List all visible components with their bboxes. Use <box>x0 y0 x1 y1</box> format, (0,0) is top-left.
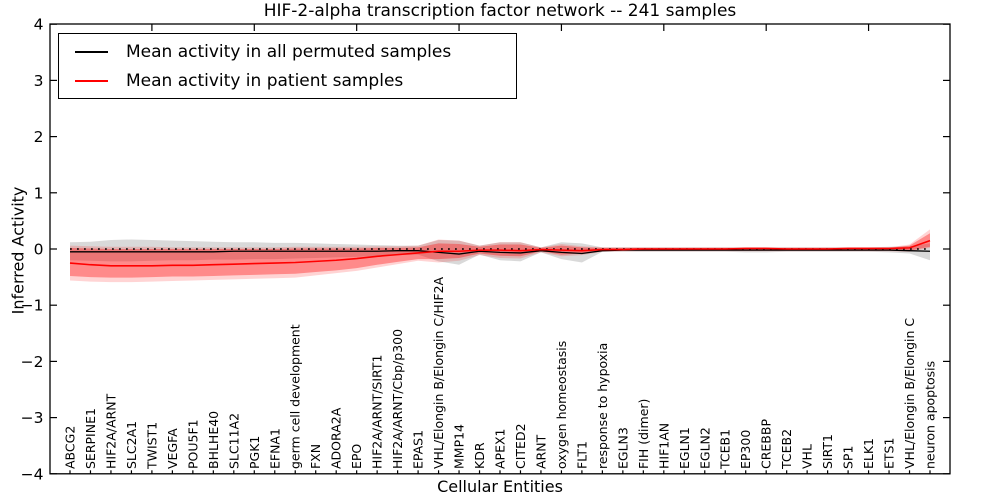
x-tick-label: MMP14 <box>452 424 467 469</box>
permuted-line-swatch <box>75 50 108 53</box>
patient-inner-band <box>70 233 930 278</box>
x-tick-label: APEX1 <box>493 428 508 469</box>
x-tick-label: TCEB1 <box>718 429 733 470</box>
x-tick-label: FLT1 <box>574 441 589 469</box>
x-tick-label: BHLHE40 <box>206 411 221 469</box>
x-tick-label: EGLN1 <box>677 427 692 469</box>
y-tick-label: −2 <box>21 353 44 371</box>
x-tick-label: TCEB2 <box>779 429 794 470</box>
legend-entry-permuted: Mean activity in all permuted samples <box>59 41 516 63</box>
patient-outer-band <box>70 229 930 283</box>
x-tick-label: SLC2A1 <box>124 421 139 469</box>
x-tick-label: HIF2A/ARNT <box>103 393 118 469</box>
x-tick-label: PGK1 <box>247 436 262 469</box>
y-tick-label: −3 <box>21 409 44 427</box>
legend: Mean activity in all permuted samples Me… <box>58 33 517 99</box>
x-tick-label: HIF2A/ARNT/Cbp/p300 <box>390 329 405 469</box>
x-axis-label: Cellular Entities <box>437 477 563 496</box>
x-tick-label: response to hypoxia <box>595 343 610 469</box>
x-tick-label: ADORA2A <box>329 407 344 469</box>
chart-title: HIF-2-alpha transcription factor network… <box>263 1 737 21</box>
x-tick-label: VHL/Elongin B/Elongin C <box>902 318 917 469</box>
y-tick-label: −4 <box>21 465 44 483</box>
x-tick-label: HIF1AN <box>656 423 671 469</box>
x-tick-label: EPAS1 <box>411 430 426 469</box>
y-tick-labels: −4 −3 −2 −1 0 1 2 3 4 <box>21 16 44 484</box>
x-tick-label: SIRT1 <box>820 434 835 469</box>
patient-line-swatch <box>75 79 108 82</box>
x-tick-label: TWIST1 <box>144 422 159 470</box>
x-tick-labels: ABCG2 SERPINE1 HIF2A/ARNT SLC2A1 TWIST1 VEGFA… <box>63 276 938 470</box>
x-tick-label: oxygen homeostasis <box>554 341 569 469</box>
permuted-mean-line <box>70 249 931 255</box>
x-tick-label: SERPINE1 <box>83 408 98 469</box>
x-tick-label: CITED2 <box>513 423 528 469</box>
axis-ticks <box>50 23 950 475</box>
x-tick-label: POU5F1 <box>185 419 200 469</box>
x-tick-label: CREBBP <box>759 419 774 469</box>
x-tick-label: VHL/Elongin B/Elongin C/HIF2A <box>431 276 446 469</box>
x-tick-label: SP1 <box>841 446 856 469</box>
x-tick-label: EFNA1 <box>267 428 282 469</box>
x-tick-label: germ cell development <box>288 324 303 469</box>
legend-label-permuted: Mean activity in all permuted samples <box>126 41 452 62</box>
x-tick-label: HIF2A/ARNT/SIRT1 <box>370 355 385 469</box>
x-tick-label: EP300 <box>738 430 753 469</box>
y-tick-label: 2 <box>34 128 44 146</box>
x-tick-label: ABCG2 <box>63 426 78 469</box>
y-tick-label: 1 <box>34 184 44 202</box>
legend-label-patient: Mean activity in patient samples <box>126 70 404 91</box>
x-tick-label: FXN <box>308 444 323 469</box>
x-tick-label: VHL <box>800 444 815 469</box>
x-tick-label: neuron apoptosis <box>923 361 938 469</box>
y-tick-label: 0 <box>34 241 44 259</box>
x-tick-label: SLC11A2 <box>226 413 241 469</box>
y-tick-label: 3 <box>34 72 44 90</box>
x-tick-label: ETS1 <box>882 438 897 469</box>
x-tick-label: VEGFA <box>165 428 180 469</box>
y-tick-label: 4 <box>34 16 44 34</box>
x-tick-label: ELK1 <box>861 438 876 469</box>
patient-mean-line <box>69 239 931 267</box>
x-tick-label: KDR <box>472 442 487 469</box>
legend-entry-patient: Mean activity in patient samples <box>59 70 516 92</box>
x-tick-label: EGLN3 <box>615 427 630 469</box>
x-tick-label: FIH (dimer) <box>636 399 651 469</box>
x-tick-label: EPO <box>349 444 364 469</box>
x-tick-label: EGLN2 <box>697 427 712 469</box>
x-tick-label: ARNT <box>533 434 548 469</box>
y-tick-label: −1 <box>21 297 44 315</box>
